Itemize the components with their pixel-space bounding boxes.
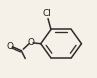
Text: O: O (28, 38, 35, 47)
Text: O: O (7, 41, 14, 51)
Text: Cl: Cl (43, 9, 52, 18)
